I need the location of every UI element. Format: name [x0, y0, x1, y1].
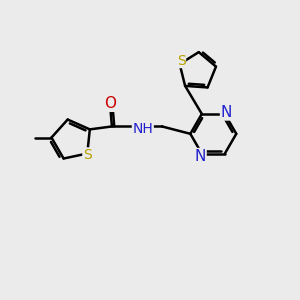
- Text: S: S: [177, 53, 185, 68]
- Text: S: S: [83, 148, 92, 162]
- Text: N: N: [220, 105, 232, 120]
- Text: NH: NH: [132, 122, 153, 136]
- Text: N: N: [195, 148, 206, 164]
- Text: O: O: [104, 96, 116, 111]
